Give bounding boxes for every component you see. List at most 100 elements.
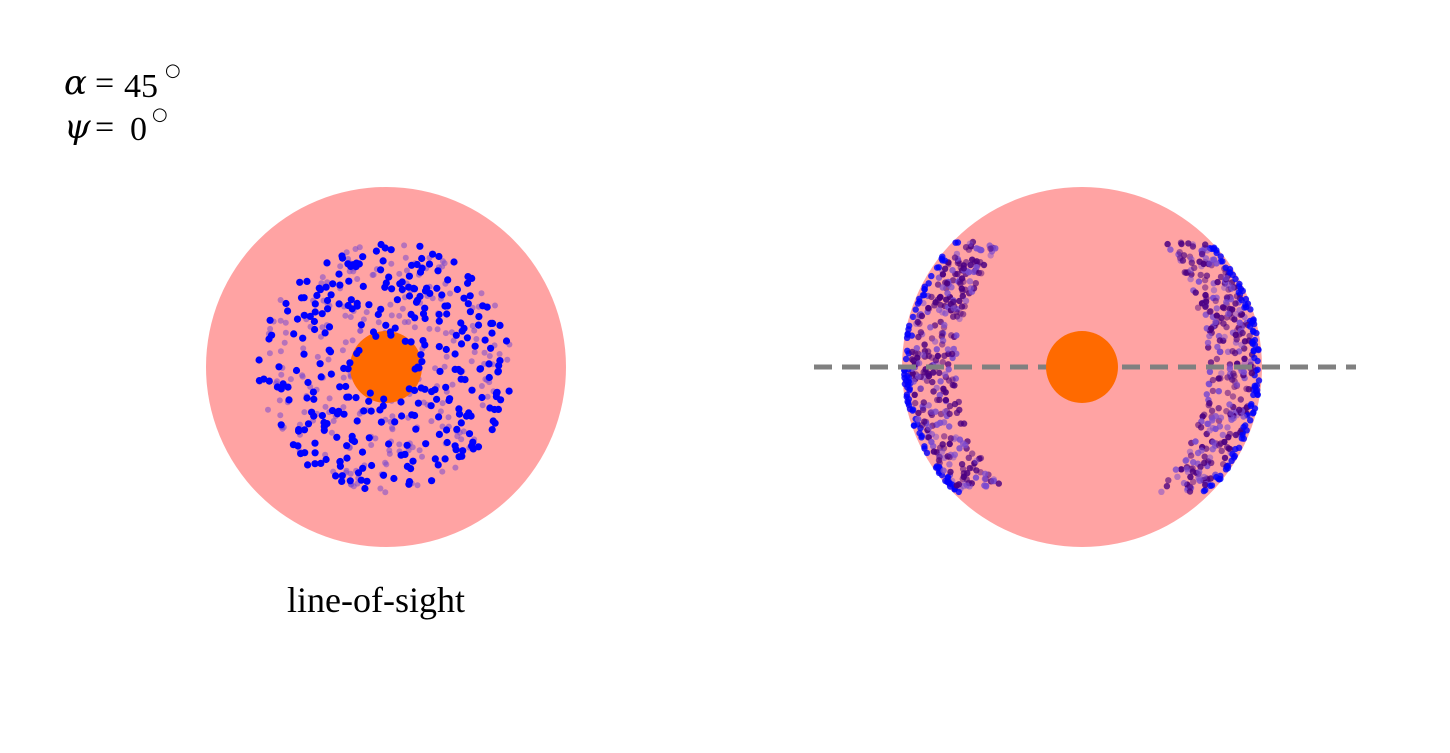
shell-point [937, 378, 944, 385]
shell-point [1203, 295, 1210, 302]
front-point [300, 311, 308, 319]
shell-point [941, 433, 948, 440]
shell-point [1204, 339, 1212, 346]
shell-point [1226, 365, 1234, 373]
back-point [481, 360, 488, 367]
back-point [414, 482, 421, 489]
front-point [311, 325, 319, 334]
back-point [360, 316, 367, 323]
shell-point [1179, 257, 1187, 264]
front-point [326, 348, 335, 356]
shell-point [1205, 380, 1213, 387]
shell-point [1221, 333, 1228, 341]
shell-point [963, 476, 970, 483]
front-point [379, 257, 387, 265]
front-point [318, 412, 326, 420]
front-point [300, 350, 308, 358]
front-point [368, 461, 376, 470]
shell-point [980, 261, 988, 269]
front-point [465, 409, 473, 417]
front-point [382, 321, 390, 329]
front-point [488, 426, 496, 434]
back-point [484, 393, 491, 400]
shell-point [1230, 415, 1237, 422]
shell-point [925, 305, 933, 312]
front-point [468, 274, 476, 282]
shell-point [951, 382, 958, 389]
shell-point [945, 361, 952, 368]
shell-point [925, 304, 932, 312]
front-point [451, 365, 459, 373]
back-point [439, 400, 446, 407]
front-point [428, 388, 436, 396]
shell-point [1201, 453, 1208, 460]
shell-point [1250, 328, 1257, 335]
front-point [366, 389, 374, 397]
back-point [447, 290, 453, 297]
shell-point [1190, 459, 1197, 466]
shell-point [956, 297, 963, 305]
shell-point [911, 391, 918, 398]
shell-point [1206, 332, 1213, 340]
front-point [335, 300, 343, 308]
shell-point [960, 265, 967, 272]
front-point [452, 446, 460, 454]
shell-point [1242, 422, 1249, 429]
psi-symbol: ψ [64, 107, 91, 147]
front-point [434, 461, 442, 469]
front-point [414, 399, 422, 407]
back-point [441, 363, 448, 370]
shell-point [1219, 258, 1226, 265]
shell-point [1210, 256, 1218, 263]
shell-point [1206, 427, 1214, 434]
shell-point [1202, 241, 1209, 248]
front-point [355, 346, 363, 355]
shell-point [1198, 250, 1206, 258]
front-point [342, 382, 350, 391]
shell-point [934, 352, 942, 360]
shell-point [1185, 240, 1192, 247]
front-point [327, 291, 335, 299]
core-right [1046, 331, 1118, 403]
shell-point [966, 465, 973, 472]
shell-point [1176, 254, 1184, 262]
shell-point [1210, 244, 1218, 251]
shell-point [1172, 466, 1180, 473]
shell-point [1223, 299, 1230, 306]
front-point [357, 321, 365, 329]
shell-point [957, 310, 964, 317]
shell-point [943, 296, 950, 303]
front-point [284, 307, 292, 315]
shell-point [912, 350, 919, 357]
shell-point [966, 278, 974, 285]
front-point [403, 462, 411, 470]
front-point [442, 345, 450, 354]
shell-point [935, 457, 943, 464]
shell-point [1203, 430, 1210, 438]
front-point [346, 477, 354, 485]
shell-point [1202, 486, 1209, 494]
shell-point [958, 285, 965, 292]
back-point [266, 350, 273, 357]
alpha-value: 45 [124, 68, 158, 105]
shell-point [1209, 387, 1217, 395]
back-point [368, 442, 375, 448]
shell-point [950, 345, 957, 353]
back-point [354, 276, 361, 282]
back-point [363, 309, 370, 316]
shell-point [995, 480, 1002, 487]
front-point [446, 395, 454, 403]
shell-point [1210, 294, 1217, 302]
shell-point [1203, 391, 1211, 398]
shell-point [919, 351, 927, 359]
front-point [436, 367, 444, 375]
front-point [415, 364, 423, 372]
shell-point [949, 376, 956, 383]
shell-point [914, 318, 921, 326]
shell-point [1248, 319, 1256, 326]
front-point [313, 291, 321, 300]
front-point [405, 292, 414, 300]
front-point [317, 373, 325, 381]
shell-point [1176, 249, 1183, 256]
shell-point [933, 346, 940, 353]
